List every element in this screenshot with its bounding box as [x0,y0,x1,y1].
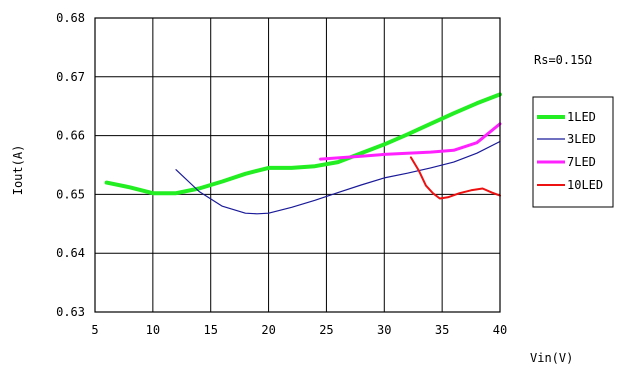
series-line-10led [409,156,501,200]
series-lines [104,92,502,215]
rs-annotation: Rs=0.15Ω [534,53,592,67]
x-tick-label: 25 [319,323,333,337]
series-line-1led [104,92,502,196]
y-tick-label: 0.64 [56,246,85,260]
legend-label-3led: 3LED [567,132,596,146]
legend-items: 1LED 3LED 7LED 10LED [537,110,603,192]
y-axis-label: Iout(A) [11,145,25,196]
grid [95,18,500,312]
y-tick-label: 0.63 [56,305,85,319]
x-tick-label: 15 [203,323,217,337]
x-tick-label: 20 [261,323,275,337]
y-tick-label: 0.66 [56,129,85,143]
x-tick-label: 30 [377,323,391,337]
x-tick-label: 10 [146,323,160,337]
x-tick-label: 35 [435,323,449,337]
y-tick-label: 0.65 [56,187,85,201]
x-tick-label: 40 [493,323,507,337]
y-tick-label: 0.67 [56,70,85,84]
legend-label-1led: 1LED [567,110,596,124]
x-tick-label: 5 [91,323,98,337]
tick-labels: 5 10 15 20 25 30 35 40 0.68 0.67 0.66 0.65 0.64 0.63 [56,11,507,337]
series-line-7led [319,122,502,161]
legend: 1LED 3LED 7LED 10LED [532,96,614,208]
x-axis-label: Vin(V) [530,351,573,365]
legend-label-7led: 7LED [567,155,596,169]
legend-label-10led: 10LED [567,178,603,192]
y-tick-label: 0.68 [56,11,85,25]
plot-frame [94,17,501,313]
series-line-3led [175,140,501,215]
